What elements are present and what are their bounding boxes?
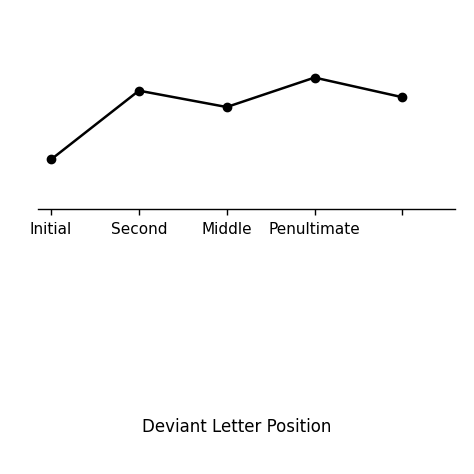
Text: Deviant Letter Position: Deviant Letter Position [142, 418, 332, 436]
